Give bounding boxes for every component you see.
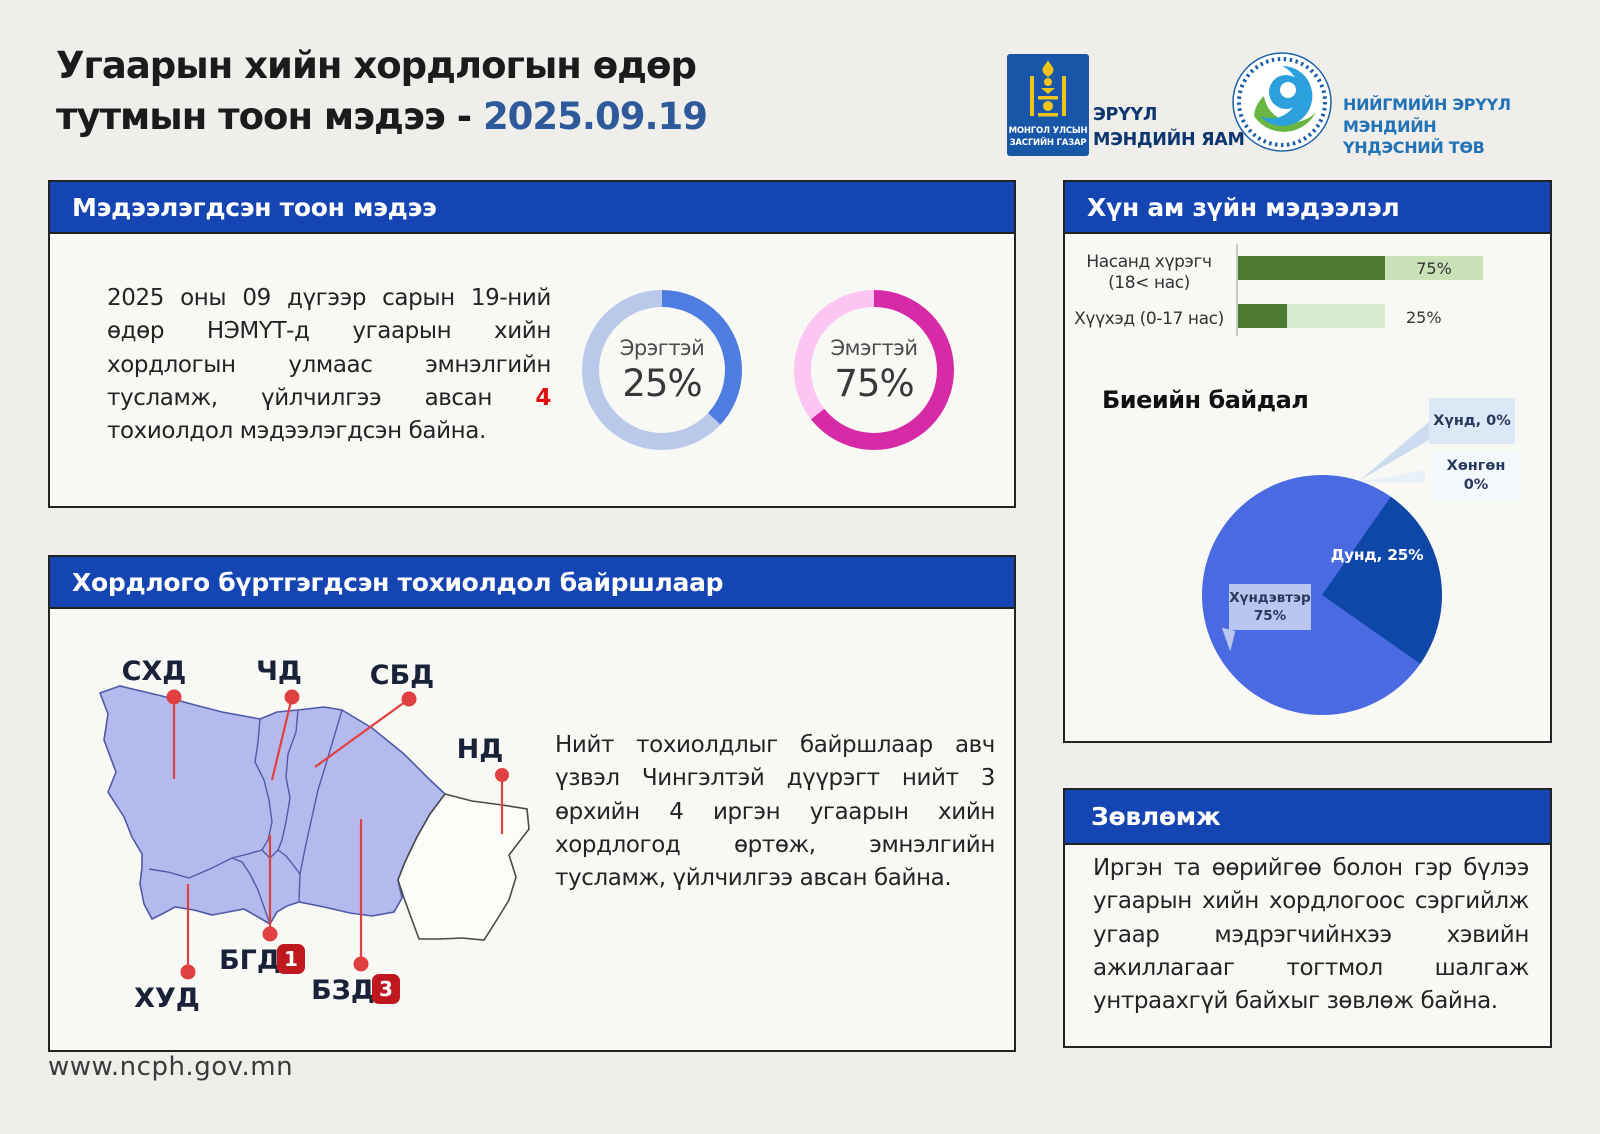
donut-female-label: Эмэгтэй <box>830 335 918 360</box>
donut-female-value: 75% <box>834 361 914 405</box>
reported-stats-header: Мэдээлэгдсэн тоон мэдээ <box>50 182 1014 234</box>
map-label-sbd: СБД <box>370 660 434 691</box>
case-location-panel: Хордлого бүртгэгдсэн тохиолдол байршлаар <box>48 555 1016 1052</box>
district-labels: СХД ЧД СБД НД ХУД БГД БЗД <box>122 656 504 1014</box>
map-callout-lines <box>172 696 504 972</box>
donut-chart-male: Эрэгтэй 25% <box>582 290 742 450</box>
map-label-khud: ХУД <box>134 983 200 1014</box>
pie-chart-title: Биеийн байдал <box>1102 386 1309 414</box>
pie-callout-hund: Хүнд, 0% <box>1429 398 1515 444</box>
demographics-header: Хүн ам зүйн мэдээлэл <box>1065 182 1550 234</box>
ncph-label: НИЙГМИЙН ЭРҮҮЛ МЭНДИЙН ҮНДЭСНИЙ ТӨВ <box>1343 95 1511 158</box>
badge-bgd-count: 1 <box>284 947 298 971</box>
bar-value-children: 25% <box>1406 308 1442 327</box>
footer-url[interactable]: www.ncph.gov.mn <box>48 1052 294 1082</box>
bar-value-adults: 75% <box>1416 258 1452 278</box>
map-district-nd <box>397 793 530 941</box>
bar-fill-adults <box>1238 256 1385 280</box>
bar-category-children: Хүүхэд (0-17 нас) <box>1074 309 1224 329</box>
bar-row-adults: 75% <box>1238 256 1483 280</box>
district-boundaries <box>148 709 343 925</box>
report-date: 2025.09.19 <box>482 95 708 139</box>
advice-header: Зөвлөмж <box>1065 790 1550 845</box>
government-logo-text: МОНГОЛ УЛСЫН ЗАСГИЙН ГАЗАР <box>1008 126 1088 148</box>
advice-text: Иргэн та өөрийгөө болон гэр бүлээ угаары… <box>1093 855 1529 1015</box>
case-location-header: Хордлого бүртгэгдсэн тохиолдол байршлаар <box>50 557 1014 609</box>
donut-male-label: Эрэгтэй <box>619 335 705 360</box>
ulaanbaatar-district-map: СХД ЧД СБД НД ХУД БГД БЗД 1 3 <box>98 656 530 1014</box>
map-label-nd: НД <box>457 734 504 765</box>
donut-chart-female: Эмэгтэй 75% <box>794 290 954 450</box>
badge-bzd-count: 3 <box>379 977 393 1001</box>
government-logo: МОНГОЛ УЛСЫН ЗАСГИЙН ГАЗАР <box>1007 54 1089 156</box>
demographics-panel: Хүн ам зүйн мэдээлэл Насанд хүрэгч (18< … <box>1063 180 1552 743</box>
bar-category-adults: Насанд хүрэгч (18< нас) <box>1086 252 1212 294</box>
page-title: Угаарын хийн хордлогын өдөр тутмын тоон … <box>56 40 708 142</box>
map-label-chd: ЧД <box>256 656 302 687</box>
advice-panel: Зөвлөмж Иргэн та өөрийгөө болон гэр бүлэ… <box>1063 788 1552 1048</box>
bar-chart-axis <box>1236 244 1238 336</box>
donut-male-value: 25% <box>622 361 702 405</box>
district-count-badges: 1 3 <box>277 944 400 1004</box>
page-title-line1: Угаарын хийн хордлогын өдөр <box>56 44 697 87</box>
pie-callout-hundevter: Хүндэвтэр 75% <box>1229 584 1311 630</box>
map-label-skhd: СХД <box>122 656 187 687</box>
pie-callout-hongon: Хөнгөн 0% <box>1432 452 1520 500</box>
map-callout-dots <box>166 689 509 980</box>
case-count: 4 <box>535 385 551 412</box>
map-city-area <box>98 685 447 926</box>
reported-stats-text: 2025 оны 09 дүгээр сарын 19-ний өдөр НЭМ… <box>107 285 551 445</box>
case-location-text: Нийт тохиолдлыг байршлаар авч үзвэл Чинг… <box>555 732 995 892</box>
reported-stats-panel: Мэдээлэгдсэн тоон мэдээ 2025 оны 09 дүгэ… <box>48 180 1016 508</box>
ncph-logo-icon <box>1232 52 1332 152</box>
pie-label-dund: Дунд, 25% <box>1330 546 1424 564</box>
bar-fill-children <box>1238 304 1287 328</box>
map-label-bzd: БЗД <box>311 975 375 1006</box>
bar-row-children <box>1238 304 1385 328</box>
soyombo-icon <box>1030 60 1066 117</box>
page-title-line2: тутмын тоон мэдээ - 2025.09.19 <box>56 95 708 139</box>
ministry-of-health-label: ЭРҮҮЛ МЭНДИЙН ЯАМ <box>1093 105 1245 150</box>
map-label-bgd: БГД <box>219 945 281 976</box>
